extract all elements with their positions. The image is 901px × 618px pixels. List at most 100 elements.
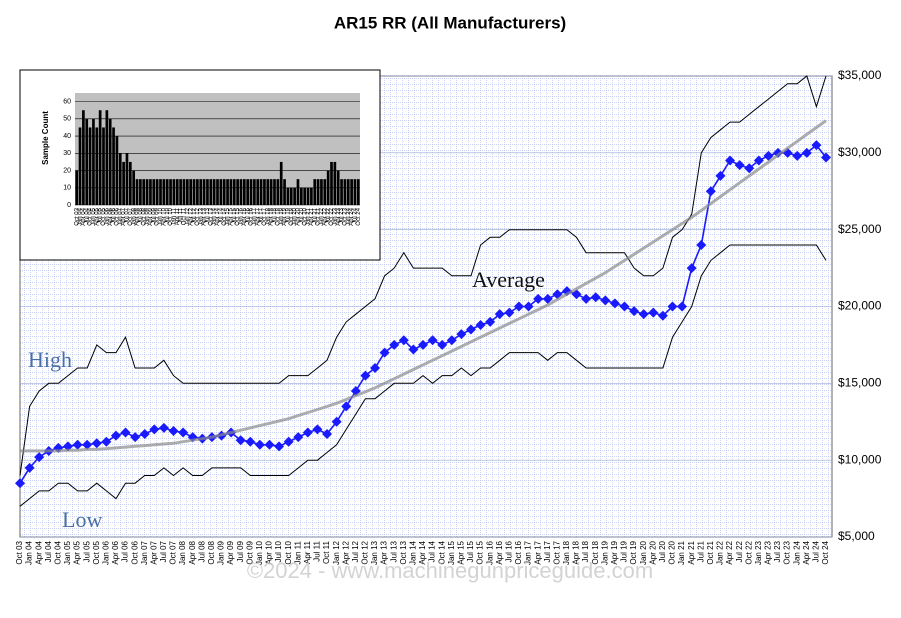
- average-marker: [715, 170, 726, 181]
- inset-x-tick-label: Oct 10: [168, 207, 174, 225]
- x-tick-label: Jul 21: [696, 540, 705, 562]
- x-tick-label: Jan 07: [140, 540, 149, 565]
- average-marker: [149, 424, 160, 435]
- inset-y-tick-label: 10: [63, 185, 71, 192]
- inset-bar: [219, 179, 223, 205]
- inset-x-tick-label: Oct 24: [356, 207, 362, 225]
- inset-x-tick-label: Jul 09: [151, 207, 157, 224]
- inset-x-tick-label: Apr 04: [81, 207, 87, 225]
- inset-bar: [256, 179, 260, 205]
- inset-bar: [346, 179, 350, 205]
- inset-x-tick-label: Jan 15: [225, 207, 231, 226]
- inset-x-tick-label: Apr 24: [349, 207, 355, 225]
- x-tick-label: Oct 14: [437, 540, 446, 564]
- average-marker: [504, 307, 515, 318]
- y-tick-label: $30,000: [838, 145, 882, 159]
- inset-bar: [273, 179, 276, 205]
- inset-bar: [175, 179, 179, 205]
- x-tick-label: Oct 13: [399, 540, 408, 564]
- inset-x-tick-label: Apr 19: [282, 207, 288, 225]
- inset-bar: [269, 179, 273, 205]
- inset-bar: [259, 179, 263, 205]
- inset-bar: [209, 179, 213, 205]
- average-marker: [331, 416, 342, 427]
- average-marker: [696, 240, 707, 251]
- average-marker: [370, 362, 381, 373]
- x-tick-label: Oct 03: [15, 540, 24, 564]
- x-tick-label: Apr 11: [303, 540, 312, 564]
- average-marker: [446, 335, 457, 346]
- x-tick-label: Apr 23: [764, 540, 773, 564]
- x-tick-label: Jul 12: [351, 540, 360, 562]
- average-marker: [513, 301, 524, 312]
- inset-bar: [125, 153, 129, 205]
- inset-x-tick-label: Jul 24: [353, 207, 359, 224]
- average-marker: [130, 432, 141, 443]
- x-tick-label: Jan 14: [409, 540, 418, 565]
- average-marker: [283, 436, 294, 447]
- inset-y-tick-label: 20: [63, 167, 71, 174]
- inset-bar: [323, 179, 327, 205]
- x-tick-label: Oct 11: [322, 540, 331, 564]
- x-tick-label: Jan 15: [447, 540, 456, 565]
- inset-bar: [289, 187, 293, 205]
- inset-bar: [242, 179, 246, 205]
- inset-bar: [336, 170, 340, 205]
- inset-x-tick-label: Jan 20: [292, 207, 298, 226]
- inset-x-tick-label: Apr 09: [148, 207, 154, 225]
- inset-bar: [132, 170, 136, 205]
- average-marker: [648, 307, 659, 318]
- x-tick-label: Apr 13: [380, 540, 389, 564]
- inset-bar: [276, 179, 280, 205]
- inset-bar: [142, 179, 146, 205]
- inset-x-tick-label: Jul 17: [259, 207, 265, 224]
- inset-bar: [343, 179, 347, 205]
- inset-bar: [353, 179, 357, 205]
- x-tick-label: Jan 11: [293, 540, 302, 564]
- average-marker: [523, 301, 534, 312]
- inset-bar: [149, 179, 152, 205]
- inset-x-tick-label: Jul 23: [339, 207, 345, 224]
- x-tick-label: Apr 07: [149, 540, 158, 564]
- inset-x-tick-label: Apr 12: [188, 207, 194, 225]
- inset-bar: [145, 179, 149, 205]
- inset-bar: [229, 179, 233, 205]
- average-marker: [34, 452, 45, 463]
- inset-bar: [226, 179, 229, 205]
- x-tick-label: Jul 19: [620, 540, 629, 562]
- inset-bar: [216, 179, 219, 205]
- inset-x-tick-label: Apr 08: [135, 207, 141, 225]
- x-tick-label: Jan 23: [754, 540, 763, 565]
- inset-bar: [296, 179, 300, 205]
- inset-bar: [155, 179, 159, 205]
- average-marker: [408, 344, 419, 355]
- x-tick-label: Apr 20: [648, 540, 657, 564]
- x-tick-label: Jul 11: [313, 540, 322, 561]
- average-marker: [398, 335, 409, 346]
- inset-x-tick-label: Apr 14: [215, 207, 221, 225]
- watermark: ©2024 - www.machinegunpriceguide.com: [247, 558, 653, 583]
- inset-x-tick-label: Apr 07: [121, 207, 127, 225]
- inset-x-tick-label: Jul 07: [125, 207, 131, 224]
- inset-x-tick-label: Oct 12: [195, 207, 201, 225]
- inset-bar: [263, 179, 266, 205]
- inset-x-tick-label: Jan 18: [265, 207, 271, 226]
- inset-x-tick-label: Jul 12: [192, 207, 198, 224]
- x-tick-label: Jan 12: [332, 540, 341, 565]
- x-tick-label: Oct 05: [92, 540, 101, 564]
- average-marker: [475, 319, 486, 330]
- average-marker: [494, 309, 505, 320]
- average-marker: [609, 298, 620, 309]
- inset-y-tick-label: 40: [63, 133, 71, 140]
- x-tick-label: Jan 09: [217, 540, 226, 565]
- x-tick-label: Jan 06: [101, 540, 110, 565]
- inset-bar: [199, 179, 203, 205]
- inset-bar: [162, 179, 166, 205]
- average-marker: [581, 293, 592, 304]
- average-marker: [389, 339, 400, 350]
- inset-bar: [303, 187, 307, 205]
- x-tick-label: Oct 12: [361, 540, 370, 564]
- inset-x-tick-label: Jan 08: [131, 207, 137, 226]
- average-marker: [322, 429, 333, 440]
- inset-bar: [196, 179, 199, 205]
